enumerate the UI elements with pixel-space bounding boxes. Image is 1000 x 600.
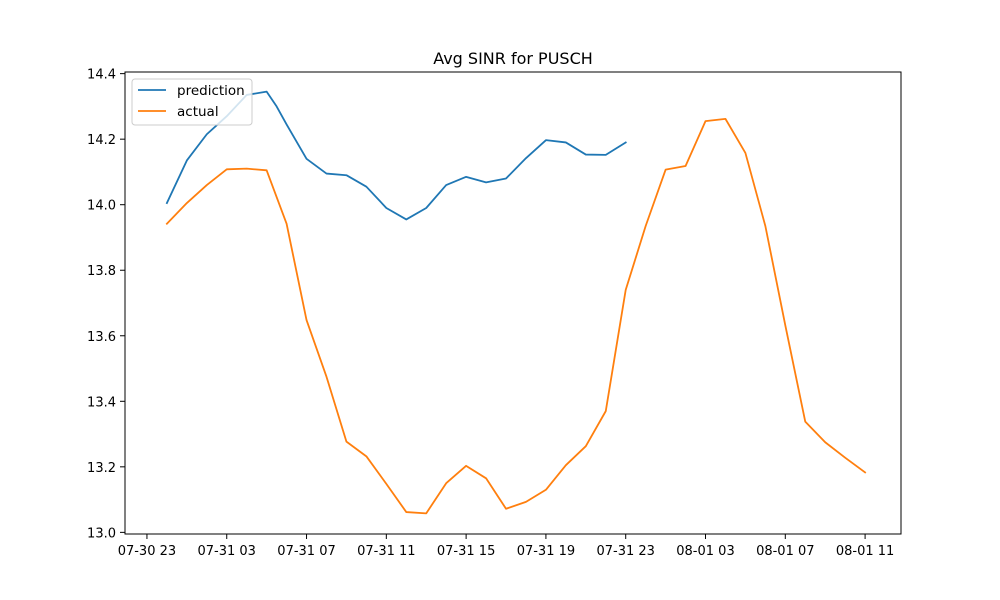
- y-tick-label: 13.0: [87, 526, 116, 541]
- y-tick-label: 13.6: [87, 330, 116, 345]
- x-tick-label: 07-31 07: [277, 544, 335, 559]
- y-tick-label: 14.4: [87, 68, 116, 83]
- chart-title: Avg SINR for PUSCH: [433, 49, 593, 68]
- y-axis: 13.0 13.2 13.4 13.6 13.8 14.0 14.2 14.4: [87, 68, 125, 541]
- y-tick-label: 13.2: [87, 461, 116, 476]
- x-axis: 07-30 23 07-31 03 07-31 07 07-31 11 07-31 15…: [118, 534, 894, 559]
- legend-label-prediction: prediction: [177, 83, 245, 99]
- y-tick-label: 13.8: [87, 264, 116, 279]
- x-tick-label: 07-31 11: [357, 544, 415, 559]
- x-tick-label: 07-31 03: [198, 544, 256, 559]
- x-tick-label: 08-01 03: [676, 544, 734, 559]
- x-tick-label: 08-01 11: [836, 544, 894, 559]
- plot-frame: [124, 71, 902, 535]
- x-tick-label: 07-30 23: [118, 544, 176, 559]
- x-tick-label: 07-31 15: [437, 544, 495, 559]
- x-tick-label: 07-31 19: [517, 544, 575, 559]
- x-tick-label: 08-01 07: [756, 544, 814, 559]
- x-tick-label: 07-31 23: [596, 544, 654, 559]
- legend-label-actual: actual: [177, 104, 219, 120]
- y-tick-label: 14.2: [87, 133, 116, 148]
- y-tick-label: 14.0: [87, 199, 116, 214]
- y-tick-label: 13.4: [87, 395, 116, 410]
- legend: prediction actual: [131, 78, 253, 126]
- series-line-actual: [165, 117, 867, 515]
